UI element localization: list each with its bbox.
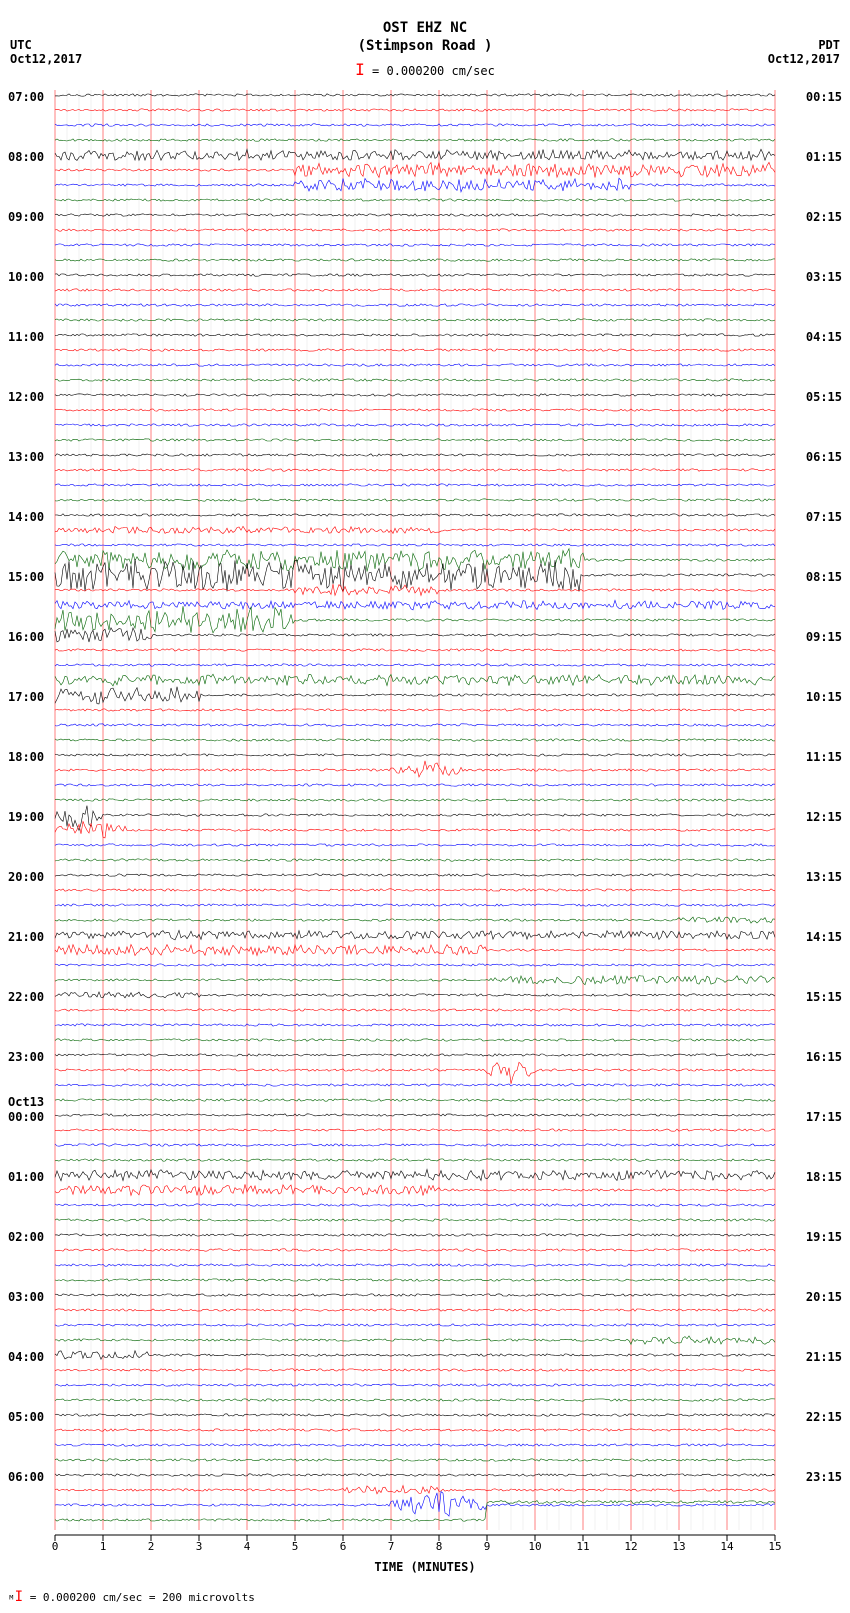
station-name: (Stimpson Road ) <box>0 38 850 54</box>
x-tick-label: 5 <box>292 1540 299 1553</box>
date-rollover-label: Oct13 <box>8 1095 44 1109</box>
pdt-hour-label: 02:15 <box>806 210 842 224</box>
station-code: OST EHZ NC <box>0 20 850 36</box>
x-tick-label: 6 <box>340 1540 347 1553</box>
pdt-hour-label: 18:15 <box>806 1170 842 1184</box>
utc-hour-label: 00:00 <box>8 1110 44 1124</box>
utc-hour-label: 09:00 <box>8 210 44 224</box>
x-tick-label: 7 <box>388 1540 395 1553</box>
utc-hour-label: 12:00 <box>8 390 44 404</box>
seismogram-container: OST EHZ NC (Stimpson Road ) I = 0.000200… <box>0 0 850 1613</box>
utc-hour-label: 19:00 <box>8 810 44 824</box>
pdt-date: Oct12,2017 <box>768 52 840 66</box>
utc-hour-label: 11:00 <box>8 330 44 344</box>
pdt-hour-label: 21:15 <box>806 1350 842 1364</box>
pdt-hour-label: 09:15 <box>806 630 842 644</box>
pdt-hour-label: 12:15 <box>806 810 842 824</box>
pdt-hour-label: 14:15 <box>806 930 842 944</box>
utc-hour-label: 21:00 <box>8 930 44 944</box>
utc-hour-label: 14:00 <box>8 510 44 524</box>
x-tick-label: 3 <box>196 1540 203 1553</box>
plot-area <box>55 90 775 1530</box>
pdt-hour-label: 16:15 <box>806 1050 842 1064</box>
pdt-hour-label: 15:15 <box>806 990 842 1004</box>
x-tick-label: 2 <box>148 1540 155 1553</box>
pdt-hour-label: 08:15 <box>806 570 842 584</box>
left-time-labels: 07:00 08:00 09:00 10:00 11:00 12:00 13:00 14:00… <box>8 90 53 1530</box>
pdt-hour-label: 04:15 <box>806 330 842 344</box>
pdt-hour-label: 03:15 <box>806 270 842 284</box>
pdt-hour-label: 23:15 <box>806 1470 842 1484</box>
x-tick-label: 8 <box>436 1540 443 1553</box>
utc-label: UTC <box>10 38 32 52</box>
utc-hour-label: 13:00 <box>8 450 44 464</box>
utc-hour-label: 04:00 <box>8 1350 44 1364</box>
x-axis-label: TIME (MINUTES) <box>0 1560 850 1574</box>
pdt-hour-label: 17:15 <box>806 1110 842 1124</box>
utc-hour-label: 03:00 <box>8 1290 44 1304</box>
pdt-hour-label: 05:15 <box>806 390 842 404</box>
utc-hour-label: 16:00 <box>8 630 44 644</box>
utc-hour-label: 17:00 <box>8 690 44 704</box>
utc-hour-label: 08:00 <box>8 150 44 164</box>
x-tick-label: 12 <box>624 1540 637 1553</box>
pdt-hour-label: 00:15 <box>806 90 842 104</box>
pdt-hour-label: 19:15 <box>806 1230 842 1244</box>
x-tick-label: 14 <box>720 1540 733 1553</box>
seismogram-svg <box>55 90 775 1550</box>
utc-hour-label: 06:00 <box>8 1470 44 1484</box>
utc-hour-label: 01:00 <box>8 1170 44 1184</box>
utc-hour-label: 23:00 <box>8 1050 44 1064</box>
pdt-hour-label: 11:15 <box>806 750 842 764</box>
footer-scale: ᴹI = 0.000200 cm/sec = 200 microvolts <box>8 1589 255 1605</box>
pdt-hour-label: 22:15 <box>806 1410 842 1424</box>
pdt-hour-label: 13:15 <box>806 870 842 884</box>
utc-hour-label: 05:00 <box>8 1410 44 1424</box>
utc-hour-label: 15:00 <box>8 570 44 584</box>
pdt-hour-label: 01:15 <box>806 150 842 164</box>
utc-hour-label: 20:00 <box>8 870 44 884</box>
pdt-hour-label: 06:15 <box>806 450 842 464</box>
footer-text: = 0.000200 cm/sec = 200 microvolts <box>30 1591 255 1604</box>
x-tick-label: 0 <box>52 1540 59 1553</box>
x-tick-label: 15 <box>768 1540 781 1553</box>
utc-hour-label: 07:00 <box>8 90 44 104</box>
scale-indicator: I = 0.000200 cm/sec <box>0 60 850 79</box>
x-tick-label: 1 <box>100 1540 107 1553</box>
scale-text: = 0.000200 cm/sec <box>372 64 495 78</box>
pdt-hour-label: 07:15 <box>806 510 842 524</box>
utc-hour-label: 02:00 <box>8 1230 44 1244</box>
x-tick-label: 13 <box>672 1540 685 1553</box>
utc-hour-label: 18:00 <box>8 750 44 764</box>
x-tick-label: 4 <box>244 1540 251 1553</box>
utc-hour-label: 22:00 <box>8 990 44 1004</box>
pdt-hour-label: 20:15 <box>806 1290 842 1304</box>
x-tick-label: 10 <box>528 1540 541 1553</box>
utc-hour-label: 10:00 <box>8 270 44 284</box>
x-tick-label: 11 <box>576 1540 589 1553</box>
pdt-hour-label: 10:15 <box>806 690 842 704</box>
pdt-label: PDT <box>818 38 840 52</box>
x-tick-label: 9 <box>484 1540 491 1553</box>
utc-date: Oct12,2017 <box>10 52 82 66</box>
right-time-labels: 00:15 01:15 02:15 03:15 04:15 05:15 06:15 07:15… <box>797 90 842 1530</box>
